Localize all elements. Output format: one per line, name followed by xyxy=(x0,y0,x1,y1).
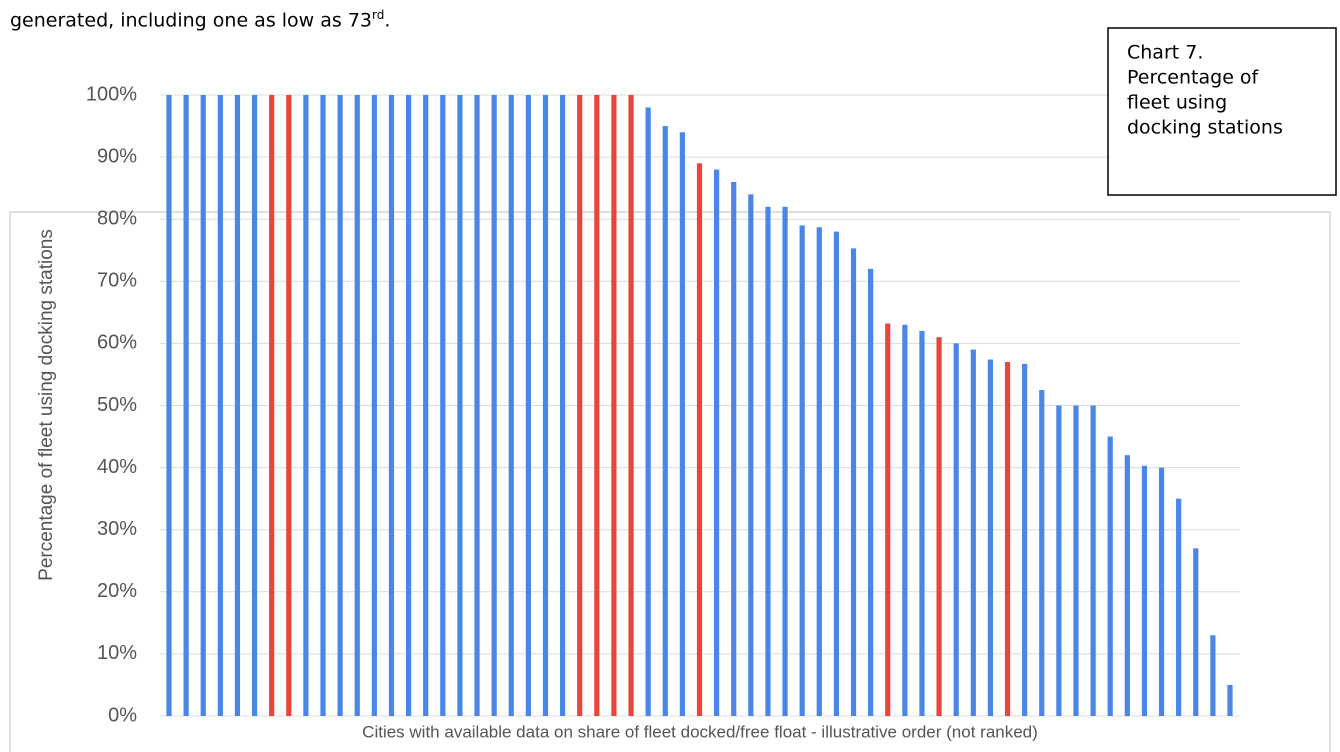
bar xyxy=(850,248,857,716)
bar xyxy=(1176,498,1182,716)
y-tick-label: 90% xyxy=(97,145,137,167)
intro-text: generated, including one as low as 73rd. xyxy=(10,8,390,31)
y-tick-label: 100% xyxy=(86,83,137,105)
bar xyxy=(816,227,822,716)
y-tick-label: 30% xyxy=(97,518,137,540)
annotation-line: Chart 7. xyxy=(1127,42,1203,64)
y-tick-label: 60% xyxy=(97,332,137,354)
y-axis-label: Percentage of fleet using docking statio… xyxy=(36,229,57,581)
bar xyxy=(491,95,497,716)
bar xyxy=(371,95,377,716)
bar xyxy=(166,95,172,716)
bar xyxy=(337,95,343,716)
bar xyxy=(953,343,959,716)
chart-frame xyxy=(9,211,1331,752)
bar xyxy=(234,95,241,716)
bar xyxy=(457,95,463,716)
bar xyxy=(594,95,600,716)
bar xyxy=(1039,389,1045,716)
bar xyxy=(1227,684,1233,716)
bar xyxy=(508,95,514,716)
bar xyxy=(970,349,976,716)
bar xyxy=(1107,436,1113,716)
bar xyxy=(1056,405,1062,716)
bar xyxy=(765,206,771,716)
bar xyxy=(987,359,994,716)
bar xyxy=(628,95,634,716)
y-tick-label: 20% xyxy=(97,580,137,602)
bar xyxy=(423,95,429,716)
intro-superscript: rd xyxy=(372,8,385,22)
bar xyxy=(645,107,651,717)
bar xyxy=(731,181,737,716)
bar xyxy=(559,95,566,716)
bar xyxy=(251,95,258,716)
bar xyxy=(919,330,925,716)
bar xyxy=(388,95,395,716)
intro-end: . xyxy=(384,9,391,32)
bar xyxy=(183,95,189,716)
bar xyxy=(577,95,583,716)
bar xyxy=(679,132,685,716)
bar xyxy=(354,95,360,716)
bar xyxy=(1090,405,1096,716)
plot-area: 0% 10% 20% 30% 40% 50% 60% 70% 80% 90% 100% xyxy=(86,83,1240,726)
y-tick-label: 40% xyxy=(97,456,137,478)
bar xyxy=(662,126,668,717)
bar xyxy=(525,95,531,716)
bar xyxy=(1073,405,1079,716)
annotation-line: fleet using xyxy=(1127,92,1227,114)
bar xyxy=(782,206,788,716)
annotation: Chart 7. Percentage of fleet using docking … xyxy=(1127,42,1283,139)
bar xyxy=(902,324,908,716)
bar xyxy=(714,169,720,716)
bar xyxy=(1210,635,1216,716)
bar xyxy=(1158,467,1165,716)
annotation-line: Percentage of xyxy=(1127,67,1260,89)
y-tick-label: 0% xyxy=(108,704,137,726)
y-tick-label: 70% xyxy=(97,270,137,292)
bar xyxy=(440,95,446,716)
bar xyxy=(320,95,326,716)
bar xyxy=(217,95,223,716)
bar xyxy=(833,231,840,716)
bar xyxy=(269,95,275,716)
bar xyxy=(936,337,942,716)
x-axis-label: Cities with available data on share of f… xyxy=(362,722,1038,741)
bar xyxy=(799,225,805,716)
intro-main: generated, including one as low as 73 xyxy=(10,9,373,32)
annotation-box xyxy=(1107,27,1337,196)
bar xyxy=(1124,455,1130,716)
annotation-line: docking stations xyxy=(1127,117,1283,139)
bar xyxy=(868,268,874,716)
bar xyxy=(1193,548,1199,716)
y-tick-label: 50% xyxy=(97,394,137,416)
bar xyxy=(200,95,206,716)
bar xyxy=(542,95,549,716)
y-tick-label: 80% xyxy=(97,207,137,229)
bar xyxy=(286,95,292,716)
bar xyxy=(885,323,891,716)
bar xyxy=(303,95,309,716)
bar xyxy=(611,95,617,716)
bar xyxy=(1141,465,1148,716)
bar xyxy=(1022,363,1028,716)
bar xyxy=(1004,362,1011,716)
bar xyxy=(474,95,480,716)
bar xyxy=(405,95,412,716)
y-tick-label: 10% xyxy=(97,642,137,664)
bar xyxy=(748,194,754,717)
bar xyxy=(696,163,703,716)
